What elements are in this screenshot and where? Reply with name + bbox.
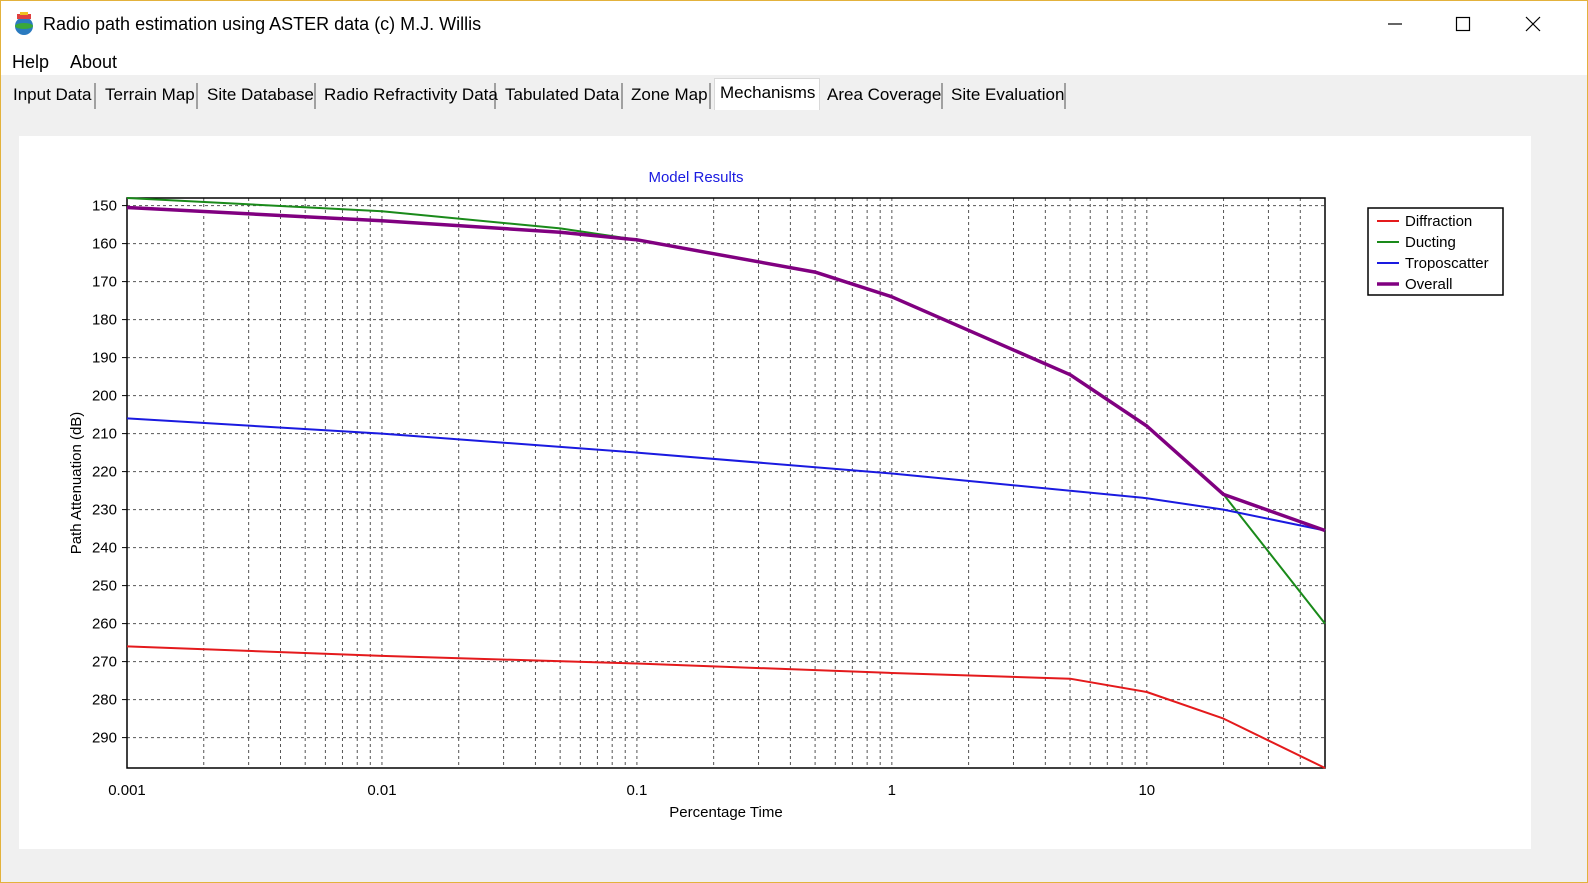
tab-area-coverage[interactable]: Area Coverage (822, 83, 943, 109)
legend: Diffraction Ducting Troposcatter Overall (1367, 207, 1504, 296)
legend-label-ducting: Ducting (1405, 234, 1456, 251)
y-tick-label: 230 (92, 502, 117, 519)
menu-about[interactable]: About (70, 52, 118, 72)
y-tick-label: 280 (92, 692, 117, 709)
tab-terrain-map[interactable]: Terrain Map (100, 83, 198, 109)
x-tick-label: 0.001 (108, 782, 146, 799)
tab-mechanisms[interactable]: Mechanisms (714, 78, 820, 110)
legend-box (1367, 207, 1504, 296)
legend-label-troposcatter: Troposcatter (1405, 255, 1489, 272)
y-tick-label: 220 (92, 464, 117, 481)
y-tick-label: 150 (92, 198, 117, 215)
tab-tabulated-data[interactable]: Tabulated Data (500, 83, 623, 109)
tab-site-evaluation[interactable]: Site Evaluation (946, 83, 1066, 109)
y-tick-label: 270 (92, 654, 117, 671)
app-icon (15, 12, 33, 35)
minimize-icon (1388, 23, 1402, 25)
model-results-chart: Model Results 150 160 170 180 190 200 210 220 23… (68, 169, 1504, 821)
y-tick-label: 180 (92, 312, 117, 329)
menu-bar: Help About (1, 47, 1587, 75)
close-icon (1525, 16, 1541, 32)
tab-bar: Input Data Terrain Map Site Database Rad… (1, 75, 1587, 110)
title-bar[interactable]: Radio path estimation using ASTER data (… (1, 1, 1587, 47)
y-tick-label: 260 (92, 616, 117, 633)
y-tick-label: 210 (92, 426, 117, 443)
legend-label-overall: Overall (1405, 276, 1453, 293)
y-tick-label: 240 (92, 540, 117, 557)
menu-help[interactable]: Help (12, 52, 50, 72)
maximize-button[interactable] (1429, 1, 1497, 47)
series-line-diffraction (126, 645, 1326, 769)
chart-title: Model Results (648, 169, 743, 186)
chart-grid (126, 198, 1326, 768)
series-line-ducting (126, 197, 1326, 625)
close-button[interactable] (1499, 1, 1567, 47)
y-axis-label: Path Attenuation (dB) (68, 412, 85, 555)
tab-radio-refractivity-data[interactable]: Radio Refractivity Data (319, 83, 498, 109)
series-line-overall (126, 205, 1326, 533)
tab-zone-map[interactable]: Zone Map (626, 83, 711, 109)
tab-site-database[interactable]: Site Database (202, 83, 316, 109)
y-tick-label: 160 (92, 236, 117, 253)
maximize-icon (1455, 16, 1471, 32)
tab-input-data[interactable]: Input Data (8, 83, 96, 109)
y-axis: 150 160 170 180 190 200 210 220 230 240 250 260 270 2… (92, 198, 127, 747)
y-tick-label: 190 (92, 350, 117, 367)
chart-series (126, 197, 1326, 769)
x-tick-label: 10 (1138, 782, 1155, 799)
x-axis-label: Percentage Time (669, 804, 782, 821)
legend-label-diffraction: Diffraction (1405, 213, 1472, 230)
y-tick-label: 170 (92, 274, 117, 291)
y-tick-label: 200 (92, 388, 117, 405)
plot-area-frame (126, 197, 1326, 769)
minimize-button[interactable] (1361, 1, 1429, 47)
x-tick-label: 0.01 (367, 782, 396, 799)
chart-panel: Model Results 150 160 170 180 190 200 210 220 23… (19, 136, 1531, 849)
x-axis: 0.001 0.01 0.1 1 10 (108, 782, 1155, 799)
x-tick-label: 1 (888, 782, 896, 799)
y-tick-label: 250 (92, 578, 117, 595)
y-tick-label: 290 (92, 730, 117, 747)
x-tick-label: 0.1 (626, 782, 647, 799)
window-title: Radio path estimation using ASTER data (… (43, 14, 482, 34)
series-line-troposcatter (126, 417, 1326, 532)
